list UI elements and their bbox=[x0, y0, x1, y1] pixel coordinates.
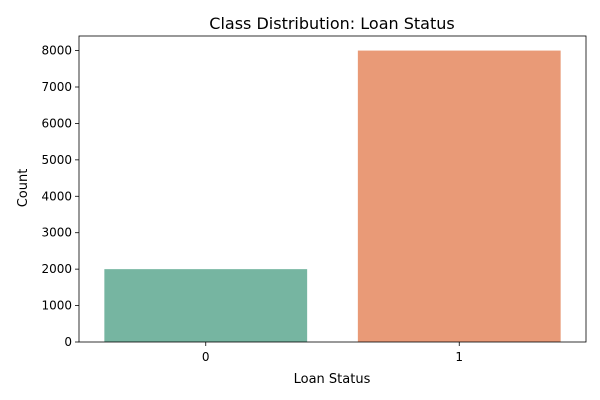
y-tick-label: 2000 bbox=[41, 262, 72, 276]
y-tick-label: 6000 bbox=[41, 116, 72, 130]
plot-frame bbox=[78, 35, 587, 343]
bar-1 bbox=[357, 50, 561, 342]
y-tick-label: 5000 bbox=[41, 153, 72, 167]
bar-0 bbox=[104, 269, 308, 342]
x-tick-label: 1 bbox=[455, 350, 463, 364]
y-tick-label: 7000 bbox=[41, 80, 72, 94]
y-axis-label: Count bbox=[16, 169, 31, 208]
y-tick-label: 8000 bbox=[41, 44, 72, 58]
y-tick-label: 0 bbox=[64, 335, 72, 349]
y-tick-label: 4000 bbox=[41, 189, 72, 203]
y-tick-label: 1000 bbox=[41, 299, 72, 313]
plot-area: 0 1000 2000 3000 4000 5000 6000 7000 8000 0 1 bbox=[41, 35, 587, 364]
y-tick-label: 3000 bbox=[41, 226, 72, 240]
x-axis-label: Loan Status bbox=[294, 372, 371, 387]
x-tick-label: 0 bbox=[202, 350, 210, 364]
chart-title: Class Distribution: Loan Status bbox=[209, 14, 454, 33]
